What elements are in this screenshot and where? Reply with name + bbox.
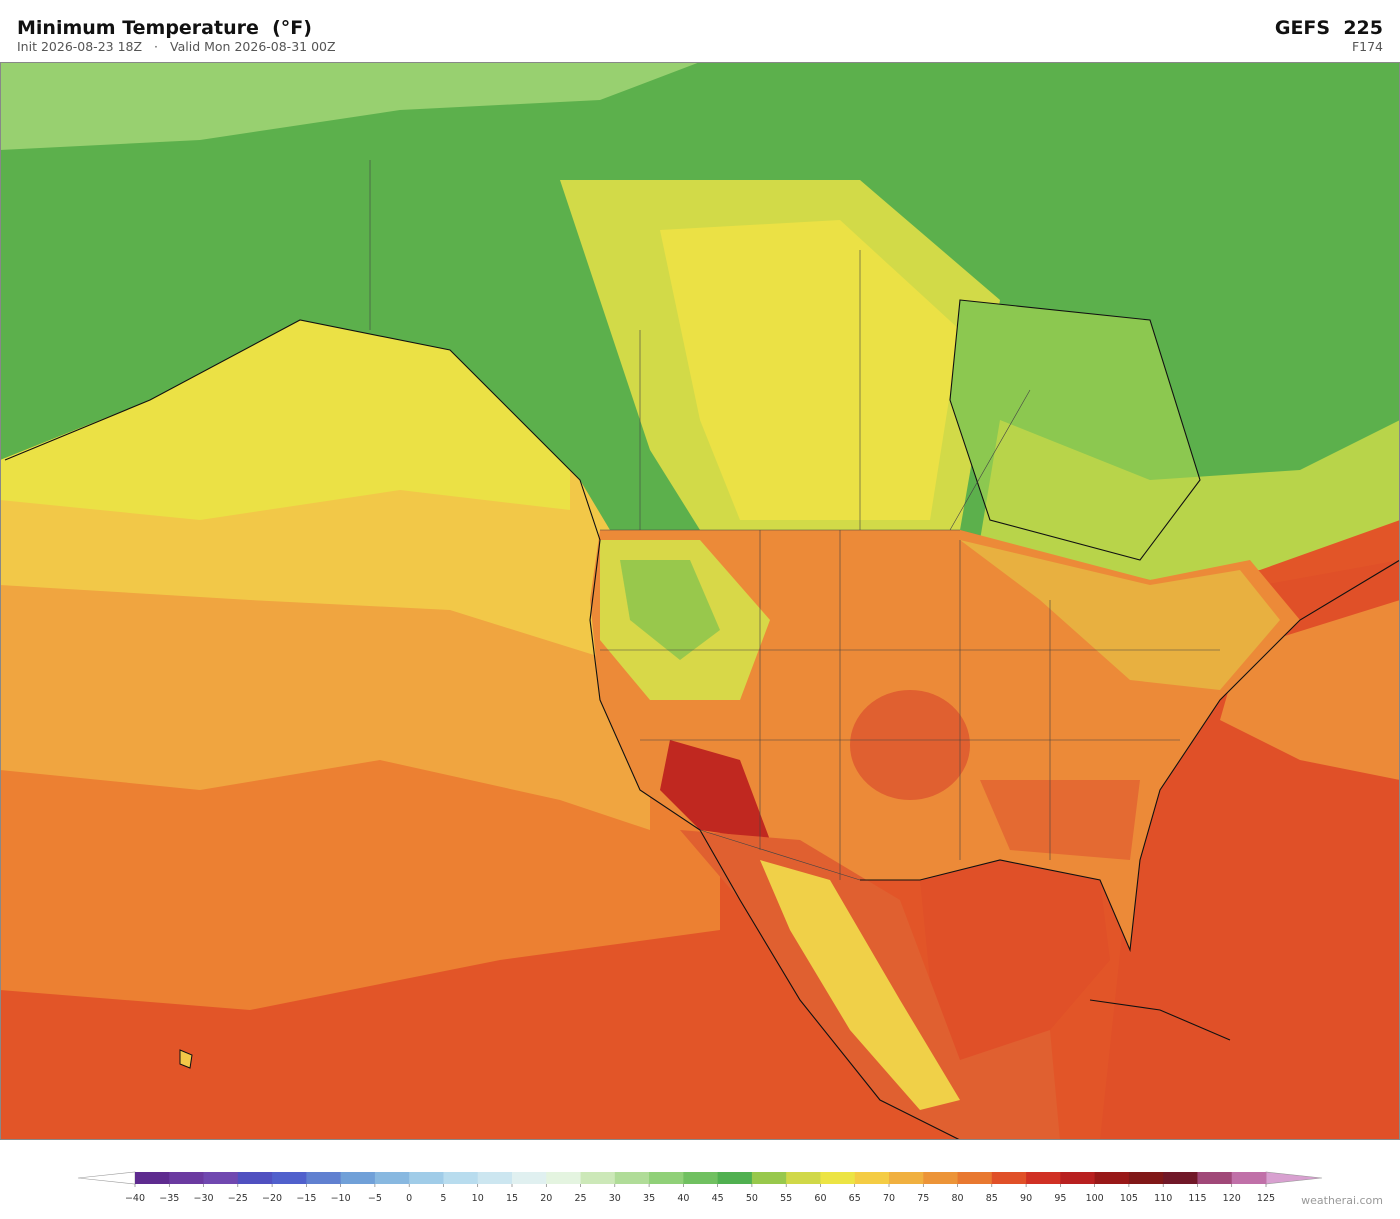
colorbar-tick-label: 70	[883, 1193, 895, 1204]
separator: ·	[154, 39, 158, 54]
rockies-cool	[620, 560, 720, 660]
colorbar-tick-label: 100	[1086, 1193, 1104, 1204]
colorbar-tick-label: 30	[609, 1193, 621, 1204]
colorbar: −40 −35 −30 −25 −20 −15 −10 −5 0 5 10 15 20 25 30 35 40 4…	[77, 1171, 1323, 1204]
colorbar-bin	[272, 1172, 307, 1184]
coastline	[860, 559, 1400, 953]
colorbar-tick-label: −10	[331, 1193, 351, 1204]
colorbar-bin	[923, 1172, 958, 1184]
gulf-of-mexico	[920, 860, 1110, 1060]
colorbar-bin	[477, 1172, 513, 1184]
colorbar-tick-label: 20	[540, 1193, 552, 1204]
hawaii	[179, 1049, 193, 1069]
colorbar-bin	[546, 1172, 581, 1184]
colorbar-bin	[237, 1172, 273, 1184]
colorbar-tick-label: −15	[296, 1193, 316, 1204]
colorbar-bin	[854, 1172, 890, 1184]
hudson-bay-coast	[949, 299, 1201, 561]
cuba	[1089, 999, 1231, 1041]
colorbar-tick-label: −20	[262, 1193, 282, 1204]
colorbar-tick-label: 40	[677, 1193, 689, 1204]
borders	[369, 160, 1031, 881]
colorbar-bin	[135, 1172, 170, 1184]
colorbar-tick-label: 115	[1188, 1193, 1206, 1204]
map	[0, 62, 1400, 1140]
colorbar-tick-label: 45	[712, 1193, 724, 1204]
subtitle: Init 2026-08-23 18Z · Valid Mon 2026-08-31…	[17, 39, 336, 54]
colorbar-bin	[409, 1172, 444, 1184]
great-lakes	[960, 540, 1280, 690]
southeast	[980, 780, 1140, 860]
plains-warm	[850, 690, 970, 800]
colorbar-bin	[820, 1172, 856, 1184]
colorbar-tick-label: 65	[849, 1193, 861, 1204]
colorbar-bin	[614, 1172, 650, 1184]
colorbar-tick-label: 10	[472, 1193, 484, 1204]
colorbar-tick-label: 55	[780, 1193, 792, 1204]
colorbar-bin	[683, 1172, 719, 1184]
valid-time: Valid Mon 2026-08-31 00Z	[170, 39, 336, 54]
colorbar-tick-label: 25	[574, 1193, 586, 1204]
state-lines	[600, 530, 1220, 880]
colorbar-tick-label: −5	[368, 1193, 382, 1204]
colorbar-tick-label: 95	[1054, 1193, 1066, 1204]
mexico-highlands	[760, 860, 960, 1110]
title: Minimum Temperature (°F)	[17, 17, 312, 39]
arctic-ocean	[0, 62, 700, 150]
desert-hot	[660, 740, 770, 840]
colorbar-bin	[957, 1172, 993, 1184]
colorbar-tick-label: 90	[1020, 1193, 1032, 1204]
init-time: Init 2026-08-23 18Z	[17, 39, 142, 54]
colorbar-tick-label: 110	[1154, 1193, 1172, 1204]
colorbar-bin	[340, 1172, 376, 1184]
colorbar-bin	[1197, 1172, 1233, 1184]
colorbar-bin	[306, 1172, 342, 1184]
colorbar-bin	[1163, 1172, 1198, 1184]
forecast-hour: F174	[1352, 39, 1383, 54]
colorbar-tick-label: 105	[1120, 1193, 1138, 1204]
model-name: GEFS 225	[1275, 17, 1383, 39]
colorbar-bin	[1094, 1172, 1130, 1184]
colorbar-tick-label: 80	[951, 1193, 963, 1204]
colorbar-tick-label: 85	[986, 1193, 998, 1204]
colorbar-bin	[1128, 1172, 1164, 1184]
quebec	[980, 420, 1400, 580]
colorbar-bin	[649, 1172, 684, 1184]
colorbar-bin	[889, 1172, 924, 1184]
colorbar-tick-label: 125	[1257, 1193, 1275, 1204]
colorbar-bin	[1231, 1172, 1267, 1184]
colorbar-bin	[717, 1172, 753, 1184]
colorbar-tick-label: 120	[1223, 1193, 1241, 1204]
colorbar-tick-label: −35	[159, 1193, 179, 1204]
colorbar-bin	[512, 1172, 547, 1184]
colorbar-tick-label: −30	[194, 1193, 214, 1204]
prairies-warm	[660, 220, 960, 520]
colorbar-tick-label: 0	[406, 1193, 412, 1204]
colorbar-bin	[751, 1172, 787, 1184]
colorbar-tick-label: 35	[643, 1193, 655, 1204]
colorbar-bin	[374, 1172, 410, 1184]
colorbar-tick-label: −25	[228, 1193, 248, 1204]
colorbar-bin	[443, 1172, 479, 1184]
coastline	[4, 319, 961, 1140]
colorbar-bin	[169, 1172, 204, 1184]
colorbar-bin	[991, 1172, 1027, 1184]
colorbar-bin	[203, 1172, 239, 1184]
colorbar-tick-label: 5	[440, 1193, 446, 1204]
colorbar-bin	[1060, 1172, 1096, 1184]
colorbar-tick-label: 75	[917, 1193, 929, 1204]
colorbar-bin	[786, 1172, 821, 1184]
colorbar-bin	[1026, 1172, 1061, 1184]
colorbar-tick-label: −40	[125, 1193, 145, 1204]
watermark: weatherai.com	[1301, 1194, 1383, 1207]
colorbar-tick-label: 15	[506, 1193, 518, 1204]
colorbar-tick-label: 50	[746, 1193, 758, 1204]
colorbar-tick-label: 60	[814, 1193, 826, 1204]
colorbar-bin	[580, 1172, 616, 1184]
